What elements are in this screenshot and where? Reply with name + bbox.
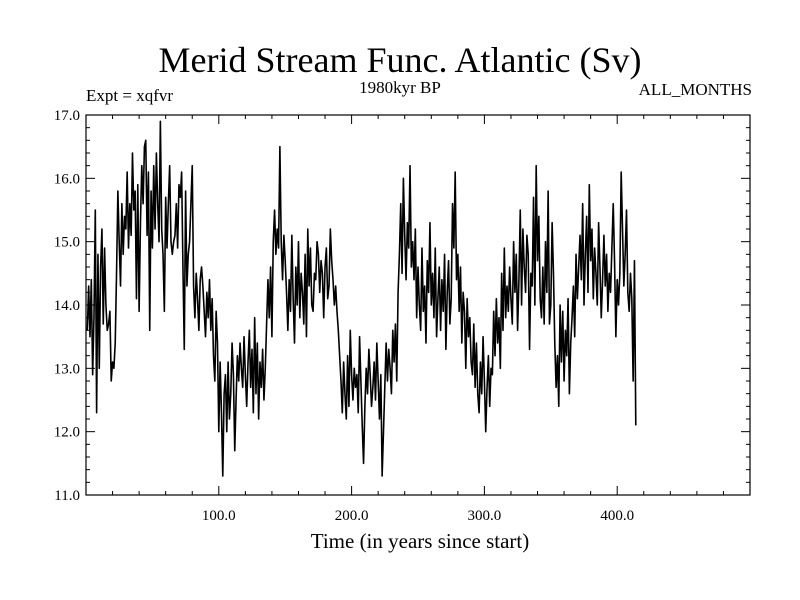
chart-subtitle: 1980kyr BP: [359, 78, 441, 97]
y-tick-label: 16.0: [54, 171, 80, 187]
y-tick-label: 11.0: [54, 488, 80, 504]
x-tick-label: 400.0: [600, 508, 634, 524]
period-label: ALL_MONTHS: [638, 80, 752, 99]
y-tick-label: 13.0: [54, 361, 80, 377]
series-line: [86, 120, 637, 477]
experiment-label: Expt = xqfvr: [86, 86, 174, 105]
y-tick-label: 15.0: [54, 235, 80, 251]
series-layer: [86, 120, 637, 477]
y-tick-label: 12.0: [54, 425, 80, 441]
x-tick-label: 200.0: [335, 508, 369, 524]
y-tick-label: 14.0: [54, 298, 80, 314]
x-tick-label: 100.0: [202, 508, 236, 524]
tick-layer: 11.0 12.0 13.0 14.0 15.0 16.0 17.0 100.0 200.0 30…: [54, 108, 750, 524]
y-tick-label: 17.0: [54, 108, 80, 124]
x-axis-label: Time (in years since start): [310, 529, 530, 553]
plot-frame: [85, 114, 751, 496]
chart-title: Merid Stream Func. Atlantic (Sv): [158, 40, 642, 80]
x-tick-label: 300.0: [468, 508, 502, 524]
